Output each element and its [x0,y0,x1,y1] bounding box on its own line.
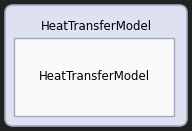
FancyBboxPatch shape [5,5,187,126]
Text: HeatTransferModel: HeatTransferModel [38,70,150,83]
FancyBboxPatch shape [14,38,174,116]
Text: HeatTransferModel: HeatTransferModel [41,20,151,34]
